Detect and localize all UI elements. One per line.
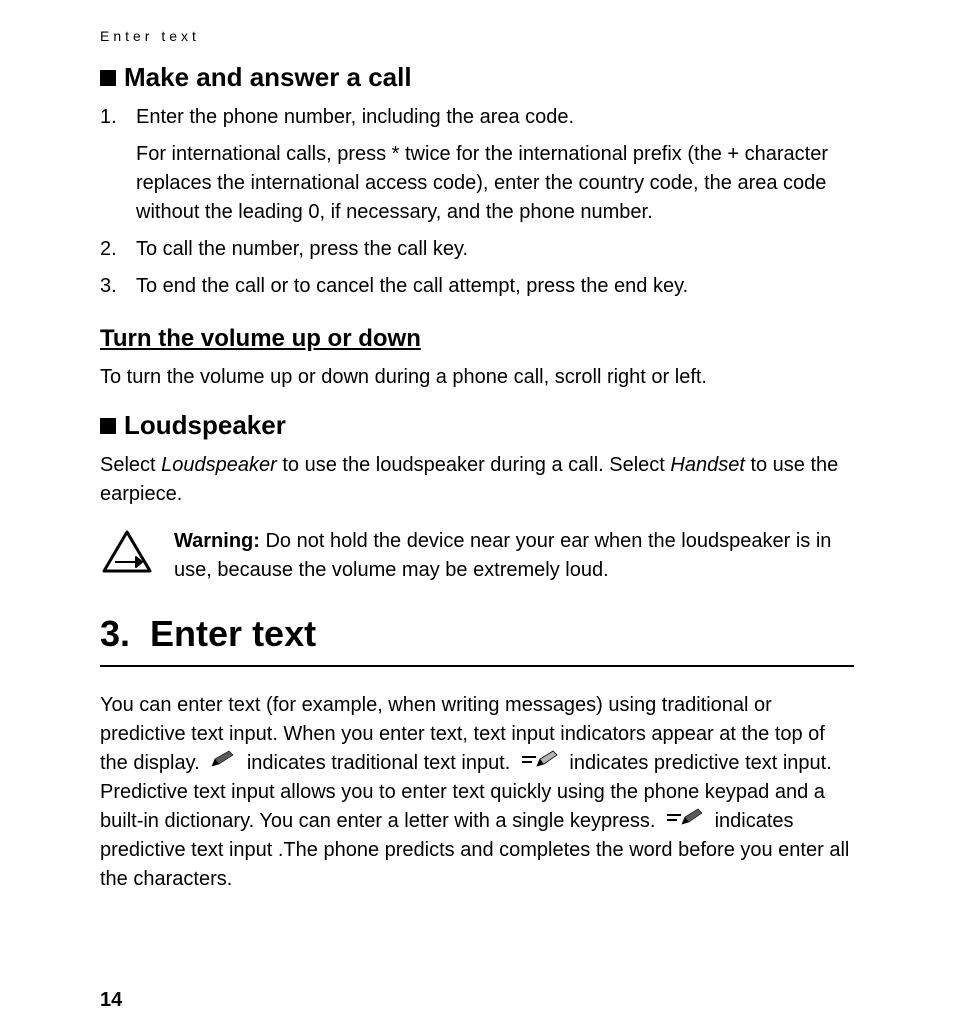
step-text: To call the number, press the call key.: [136, 238, 468, 260]
step-text: To end the call or to cancel the call at…: [136, 275, 688, 297]
warning-block: Warning: Do not hold the device near you…: [100, 527, 854, 585]
step-text: Enter the phone number, including the ar…: [136, 106, 574, 128]
enter-text-body: You can enter text (for example, when wr…: [100, 691, 854, 894]
italic-term: Handset: [670, 454, 745, 476]
predictive-pencil-icon: [665, 807, 705, 836]
heading-volume: Turn the volume up or down: [100, 325, 854, 353]
chapter-title: 3. Enter text: [100, 613, 854, 667]
square-bullet-icon: [100, 70, 116, 86]
step-sub-text: For international calls, press * twice f…: [136, 140, 854, 227]
heading-loudspeaker: Loudspeaker: [100, 410, 854, 441]
text-fragment: to use the loudspeaker during a call. Se…: [277, 454, 671, 476]
page-number: 14: [100, 989, 122, 1012]
running-header: Enter text: [100, 28, 854, 44]
warning-icon: [100, 527, 154, 585]
make-call-steps: Enter the phone number, including the ar…: [100, 103, 854, 301]
loudspeaker-body: Select Loudspeaker to use the loudspeake…: [100, 451, 854, 509]
heading-make-call-text: Make and answer a call: [124, 62, 412, 93]
warning-body: Do not hold the device near your ear whe…: [174, 530, 831, 581]
text-fragment: indicates traditional text input.: [247, 752, 516, 774]
chapter-name: Enter text: [150, 613, 316, 654]
predictive-underline-pencil-icon: [520, 749, 560, 778]
italic-term: Loudspeaker: [161, 454, 277, 476]
warning-text: Warning: Do not hold the device near you…: [174, 527, 854, 585]
list-item: To call the number, press the call key.: [100, 235, 854, 264]
heading-loudspeaker-text: Loudspeaker: [124, 410, 286, 441]
pencil-icon: [209, 749, 237, 778]
list-item: To end the call or to cancel the call at…: [100, 272, 854, 301]
volume-body: To turn the volume up or down during a p…: [100, 363, 854, 392]
square-bullet-icon: [100, 418, 116, 434]
warning-label: Warning:: [174, 530, 260, 552]
list-item: Enter the phone number, including the ar…: [100, 103, 854, 227]
heading-make-call: Make and answer a call: [100, 62, 854, 93]
chapter-number: 3.: [100, 613, 130, 654]
text-fragment: Select: [100, 454, 161, 476]
